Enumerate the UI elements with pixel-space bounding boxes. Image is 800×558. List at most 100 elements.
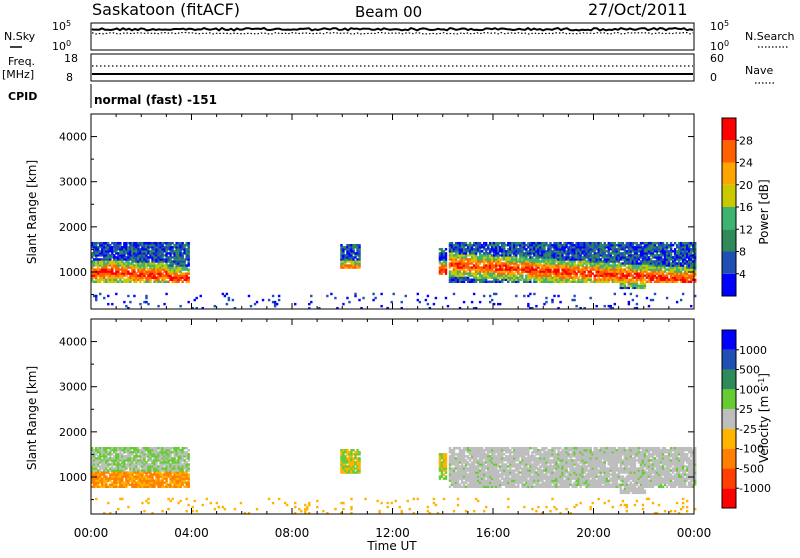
heatmap-cell <box>445 475 447 477</box>
colorbar-segment <box>722 207 736 229</box>
heatmap-cell <box>103 297 105 299</box>
heatmap-cell <box>380 502 382 504</box>
heatmap-cell <box>445 252 447 254</box>
heatmap-cell <box>161 510 163 512</box>
nave-label: Nave <box>745 64 773 77</box>
colorbar-tick-label: 16 <box>739 201 753 214</box>
noise-left-tick-top: 105 <box>52 19 71 34</box>
heatmap-cell <box>226 293 228 295</box>
heatmap-cell <box>443 498 445 500</box>
noise-right-tick-bottom: 100 <box>710 39 729 54</box>
heatmap-cell <box>129 301 131 303</box>
heatmap-cell <box>425 299 427 301</box>
colorbar-tick-label: 12 <box>739 223 753 236</box>
heatmap-cell <box>218 506 220 508</box>
heatmap-cell <box>141 502 143 504</box>
heatmap-cell <box>202 504 204 506</box>
heatmap-cell <box>294 303 296 305</box>
freq-right-tick-bottom: 0 <box>710 71 717 84</box>
beam-title: Beam 00 <box>355 3 422 21</box>
heatmap-cell <box>139 303 141 305</box>
heatmap-cell <box>614 303 616 305</box>
heatmap-cell <box>117 508 119 510</box>
noise-search-line <box>92 33 693 35</box>
heatmap-cell <box>682 293 684 295</box>
heatmap-cell <box>278 299 280 301</box>
heatmap-cell <box>147 498 149 500</box>
colorbar-tick-label: 8 <box>739 246 746 259</box>
heatmap-cell <box>147 303 149 305</box>
colorbar-segment <box>722 252 736 274</box>
heatmap-cell <box>417 498 419 500</box>
heatmap-cell <box>358 451 360 453</box>
heatmap-cell <box>121 498 123 500</box>
heatmap-cell <box>477 500 479 502</box>
heatmap-cell <box>358 244 360 246</box>
heatmap-cell <box>453 293 455 295</box>
heatmap-cell <box>652 299 654 301</box>
freq-left-tick-bottom: 8 <box>66 71 73 84</box>
noise-panel-frame <box>91 23 694 50</box>
freq-panel: Freq. [MHz] 18 8 60 0 Nave <box>2 52 775 84</box>
heatmap-cell <box>228 297 230 299</box>
heatmap-cell <box>196 297 198 299</box>
freq-label: Freq. <box>8 55 35 68</box>
y-tick-label: 1000 <box>59 266 87 279</box>
heatmap-cell <box>457 498 459 500</box>
heatmap-cell <box>364 498 366 500</box>
heatmap-cell <box>163 303 165 305</box>
heatmap-cell <box>557 295 559 297</box>
heatmap-cell <box>342 508 344 510</box>
heatmap-cell <box>187 463 189 465</box>
heatmap-cell <box>614 293 616 295</box>
heatmap-cell <box>390 301 392 303</box>
heatmap-cell <box>427 295 429 297</box>
heatmap-cell <box>240 502 242 504</box>
heatmap-cell <box>334 508 336 510</box>
heatmap-cell <box>463 301 465 303</box>
colorbar-segment <box>722 163 736 185</box>
heatmap-cell <box>200 295 202 297</box>
heatmap-cell <box>316 500 318 502</box>
heatmap-cell <box>632 299 634 301</box>
heatmap-cell <box>334 297 336 299</box>
heatmap-cell <box>99 293 101 295</box>
heatmap-cell <box>171 498 173 500</box>
heatmap-cell <box>479 301 481 303</box>
heatmap-cell <box>374 297 376 299</box>
heatmap-cell <box>533 293 535 295</box>
heatmap-cell <box>185 510 187 512</box>
heatmap-cell <box>187 301 189 303</box>
heatmap-cell <box>107 295 109 297</box>
heatmap-cell <box>350 506 352 508</box>
heatmap-cell <box>419 301 421 303</box>
y-tick-label: 4000 <box>59 131 87 144</box>
heatmap-cell <box>390 502 392 504</box>
colorbar-segment <box>722 118 736 140</box>
heatmap-cell <box>630 293 632 295</box>
heatmap-cell <box>272 295 274 297</box>
heatmap-cell <box>648 305 650 307</box>
heatmap-cell <box>350 498 352 500</box>
heatmap-cell <box>187 268 189 270</box>
heatmap-cell <box>196 510 198 512</box>
noise-panel: N.Sky 105 100 105 100 N.Search <box>4 19 795 54</box>
heatmap-cell <box>624 293 626 295</box>
heatmap-cell <box>395 500 397 502</box>
heatmap-cell <box>399 506 401 508</box>
heatmap-cell <box>573 299 575 301</box>
heatmap-cell <box>232 299 234 301</box>
heatmap-cell <box>527 303 529 305</box>
colorbar-segment <box>722 140 736 162</box>
heatmap-cell <box>435 297 437 299</box>
heatmap-cell <box>107 502 109 504</box>
heatmap-cell <box>346 297 348 299</box>
noise-search-label: N.Search <box>745 30 795 43</box>
heatmap-cell <box>447 305 449 307</box>
heatmap-cell <box>278 295 280 297</box>
heatmap-cell <box>489 295 491 297</box>
heatmap-cell <box>192 506 194 508</box>
heatmap-cell <box>654 293 656 295</box>
heatmap-cell <box>248 295 250 297</box>
